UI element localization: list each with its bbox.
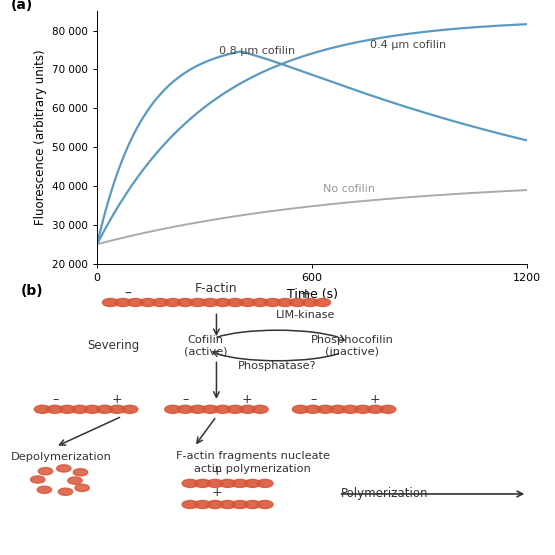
Text: 0.8 μm cofilin: 0.8 μm cofilin <box>219 46 295 56</box>
Circle shape <box>182 480 198 487</box>
Circle shape <box>190 405 206 413</box>
Circle shape <box>190 299 206 306</box>
Y-axis label: Fluorescence (arbitrary units): Fluorescence (arbitrary units) <box>34 49 47 225</box>
Circle shape <box>47 405 63 413</box>
Circle shape <box>315 299 331 306</box>
Circle shape <box>37 486 52 493</box>
Circle shape <box>252 299 268 306</box>
Circle shape <box>68 477 82 484</box>
Circle shape <box>34 405 51 413</box>
Text: Phosphocofilin
(inactive): Phosphocofilin (inactive) <box>311 335 394 356</box>
Circle shape <box>140 299 156 306</box>
Circle shape <box>290 299 306 306</box>
Text: F-actin fragments nucleate
actin polymerization: F-actin fragments nucleate actin polymer… <box>175 451 330 474</box>
Circle shape <box>257 501 273 508</box>
Circle shape <box>122 405 138 413</box>
Circle shape <box>244 501 260 508</box>
Circle shape <box>232 501 248 508</box>
Circle shape <box>342 405 359 413</box>
Text: F-actin: F-actin <box>195 282 238 295</box>
Text: LIM-kinase: LIM-kinase <box>276 310 335 320</box>
Circle shape <box>215 405 231 413</box>
Circle shape <box>195 480 211 487</box>
Text: +: + <box>211 486 222 499</box>
Circle shape <box>240 405 256 413</box>
Circle shape <box>73 468 88 476</box>
Circle shape <box>109 405 125 413</box>
Circle shape <box>57 465 71 472</box>
Circle shape <box>195 501 211 508</box>
Circle shape <box>244 480 260 487</box>
Circle shape <box>165 405 181 413</box>
Circle shape <box>97 405 113 413</box>
Text: Severing: Severing <box>88 339 140 352</box>
Circle shape <box>165 299 181 306</box>
Circle shape <box>115 299 131 306</box>
Text: –: – <box>124 286 131 301</box>
Text: (b): (b) <box>21 284 44 297</box>
Circle shape <box>355 405 371 413</box>
Text: Depolymerization: Depolymerization <box>11 452 112 462</box>
Circle shape <box>177 299 193 306</box>
Circle shape <box>207 501 223 508</box>
Circle shape <box>215 299 231 306</box>
Circle shape <box>305 405 321 413</box>
Text: –: – <box>183 392 189 406</box>
Text: +: + <box>300 286 311 301</box>
Circle shape <box>330 405 346 413</box>
Circle shape <box>302 299 318 306</box>
Text: +: + <box>241 392 253 406</box>
Text: Phosphatase?: Phosphatase? <box>238 361 317 371</box>
Text: No cofilin: No cofilin <box>323 184 375 194</box>
Text: Polymerization: Polymerization <box>341 487 429 501</box>
Text: (a): (a) <box>11 0 33 12</box>
Circle shape <box>227 405 243 413</box>
Text: 0.4 μm cofilin: 0.4 μm cofilin <box>370 40 446 50</box>
X-axis label: Time (s): Time (s) <box>287 288 337 301</box>
Circle shape <box>220 501 235 508</box>
Circle shape <box>84 405 100 413</box>
Circle shape <box>102 299 118 306</box>
Text: +: + <box>111 392 122 406</box>
Circle shape <box>182 501 198 508</box>
Circle shape <box>367 405 384 413</box>
Circle shape <box>317 405 334 413</box>
Circle shape <box>202 299 218 306</box>
Circle shape <box>252 405 268 413</box>
Text: –: – <box>310 392 317 406</box>
Circle shape <box>127 299 143 306</box>
Text: +: + <box>369 392 380 406</box>
Circle shape <box>232 480 248 487</box>
Circle shape <box>31 476 45 483</box>
Circle shape <box>277 299 293 306</box>
Circle shape <box>58 488 73 495</box>
Circle shape <box>220 480 235 487</box>
Circle shape <box>177 405 193 413</box>
Circle shape <box>59 405 75 413</box>
Circle shape <box>265 299 281 306</box>
Text: Cofilin
(active): Cofilin (active) <box>184 335 227 356</box>
Circle shape <box>72 405 88 413</box>
Circle shape <box>75 484 89 492</box>
Text: +: + <box>211 465 222 478</box>
Circle shape <box>227 299 243 306</box>
Circle shape <box>152 299 168 306</box>
Circle shape <box>202 405 218 413</box>
Circle shape <box>292 405 309 413</box>
Circle shape <box>240 299 256 306</box>
Text: –: – <box>52 392 59 406</box>
Circle shape <box>38 467 53 475</box>
Circle shape <box>380 405 396 413</box>
Circle shape <box>257 480 273 487</box>
Circle shape <box>207 480 223 487</box>
